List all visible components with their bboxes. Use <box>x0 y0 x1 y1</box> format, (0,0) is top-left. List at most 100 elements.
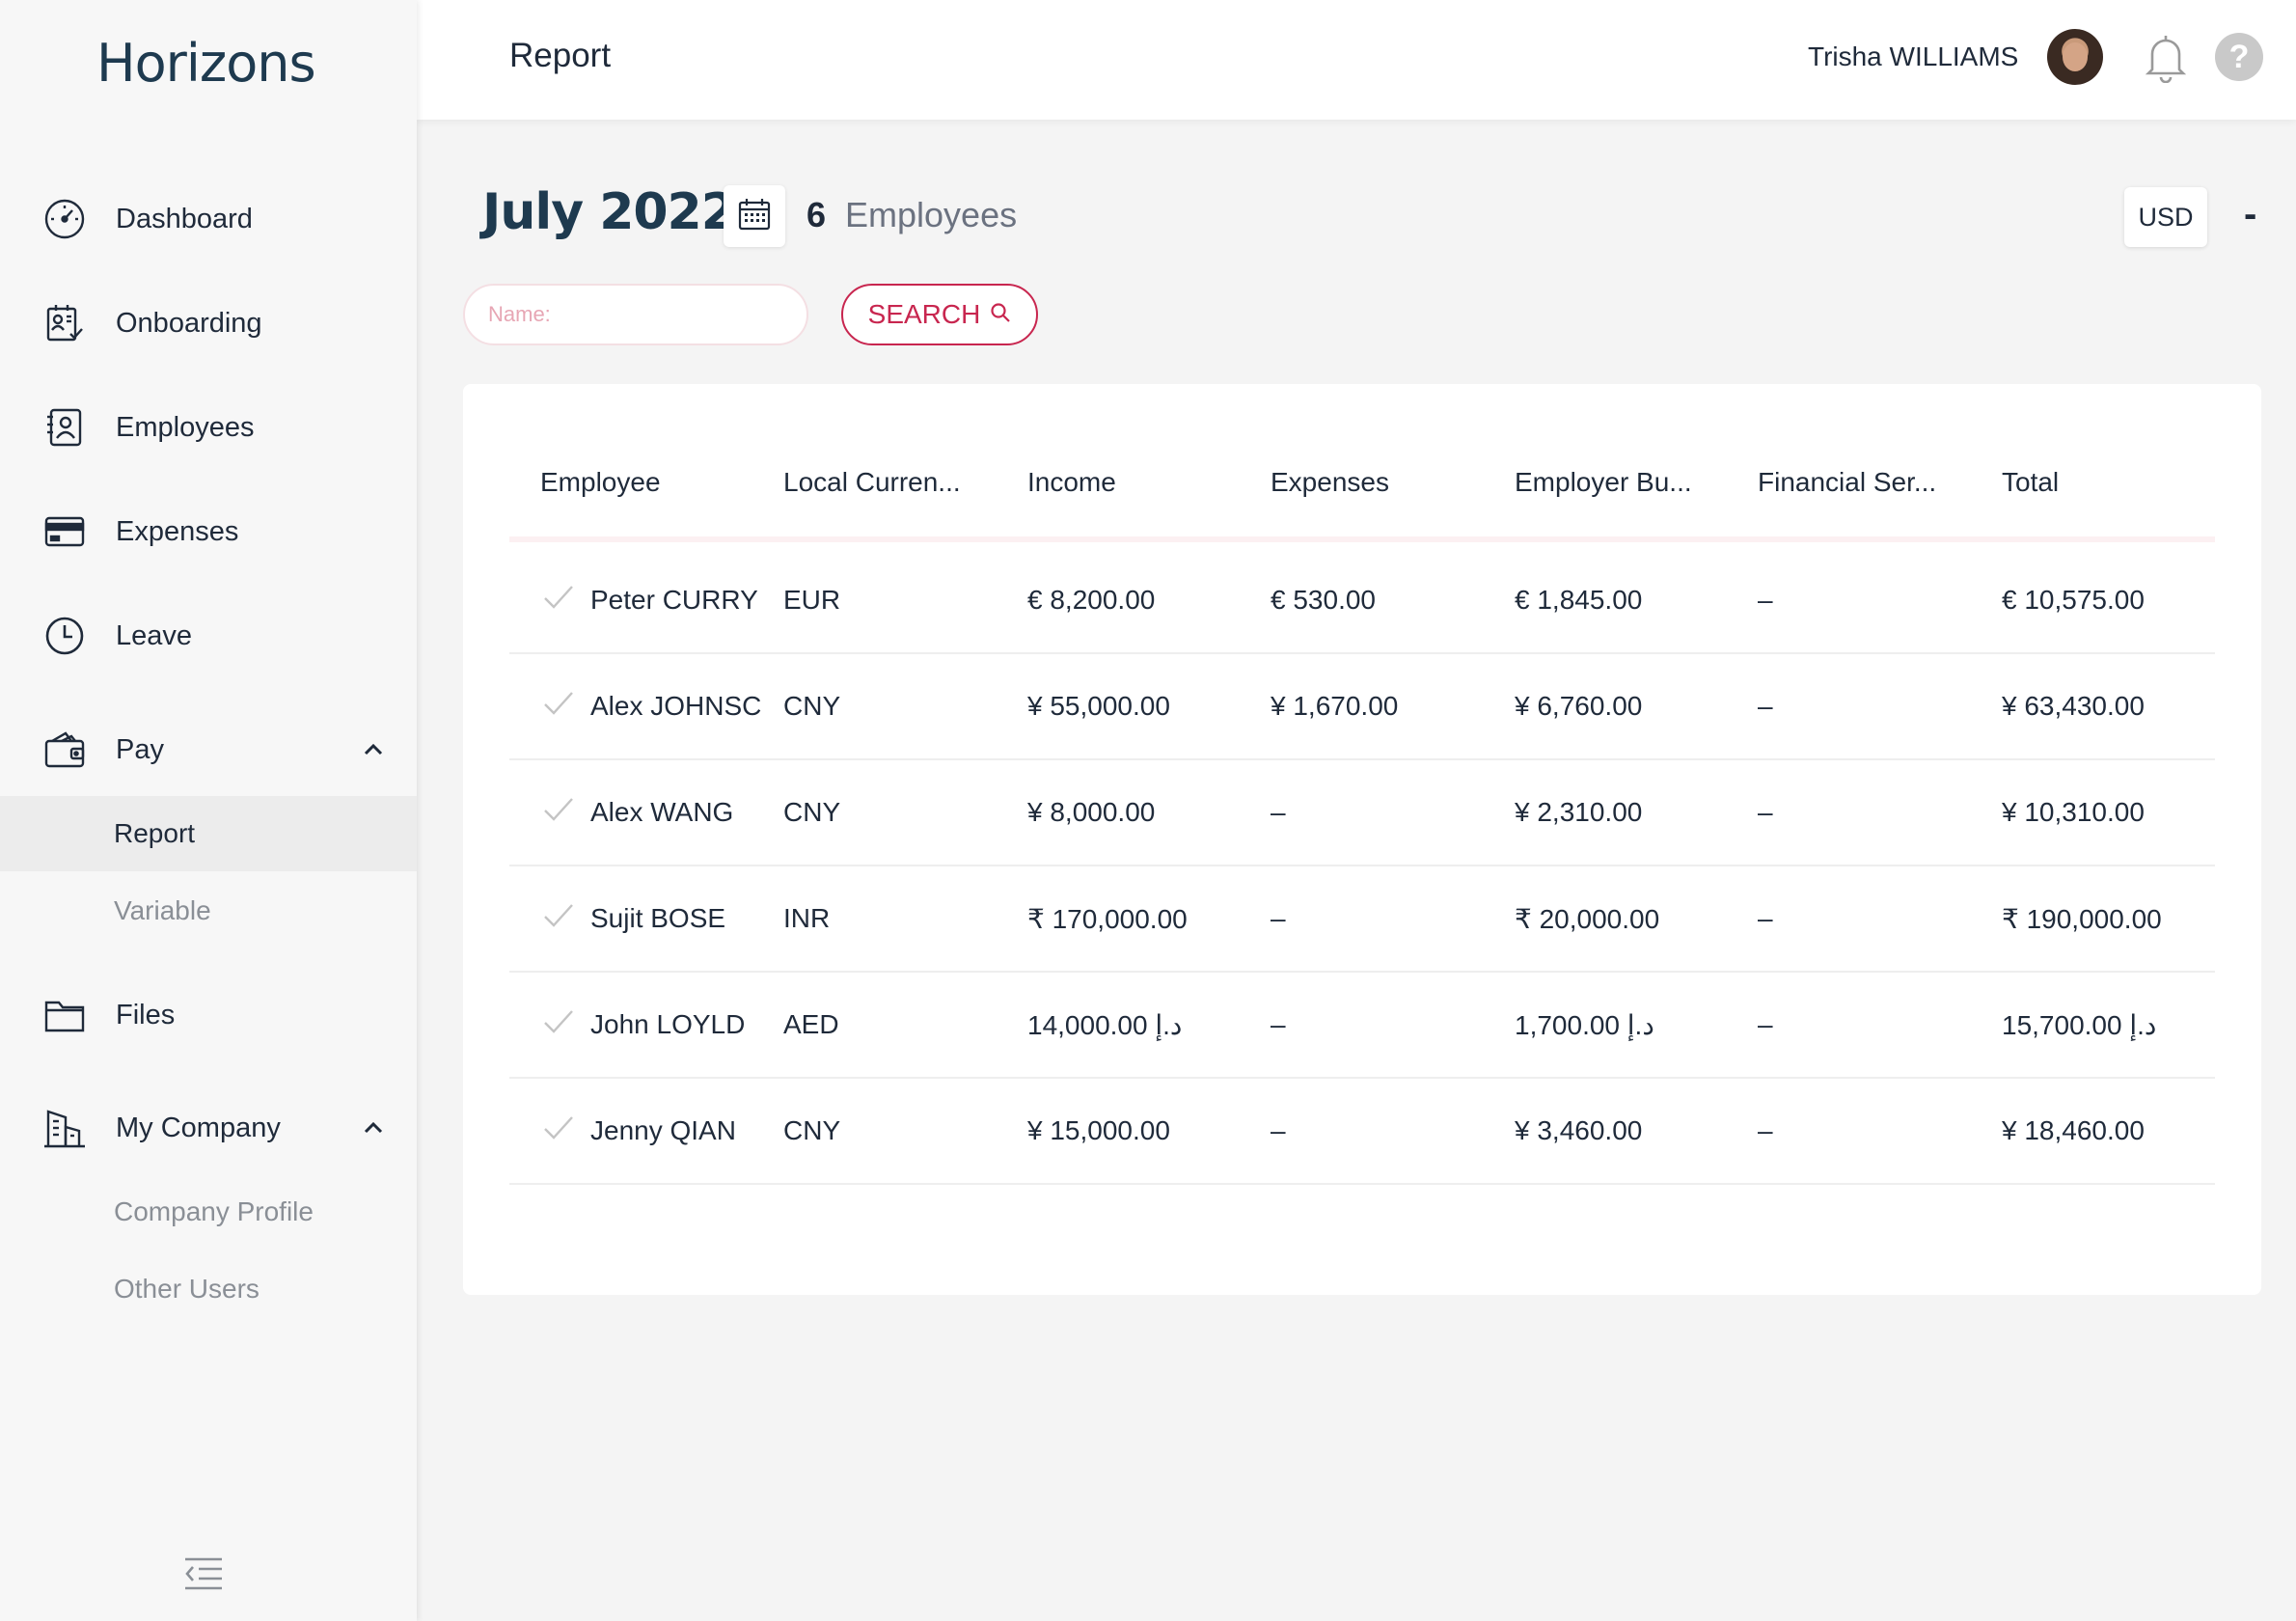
sidebar-subitem-other-users[interactable]: Other Users <box>0 1251 417 1327</box>
sidebar-item-employees[interactable]: Employees <box>0 384 417 471</box>
cell-total: ¥ 18,460.00 <box>2002 1115 2145 1145</box>
table-row[interactable]: Alex JOHNSC CNY ¥ 55,000.00 ¥ 1,670.00 ¥… <box>509 654 2215 760</box>
cell-financial-services: – <box>1758 797 1773 827</box>
cell-employee: John LOYLD <box>590 1009 746 1039</box>
search-button-label: SEARCH <box>867 299 981 329</box>
search-icon <box>990 299 1011 330</box>
sidebar-item-pay[interactable]: Pay <box>0 706 417 793</box>
sidebar-subitem-label: Company Profile <box>114 1196 314 1226</box>
sidebar-item-label: Onboarding <box>116 307 262 339</box>
logo-text: Horizons <box>96 33 316 94</box>
cell-total: ₹ 190,000.00 <box>2002 904 2162 934</box>
calendar-icon <box>737 197 772 236</box>
table-row[interactable]: Alex WANG CNY ¥ 8,000.00 – ¥ 2,310.00 – … <box>509 760 2215 866</box>
column-header-expenses[interactable]: Expenses <box>1271 467 1389 497</box>
column-header-employer-burden[interactable]: Employer Bu... <box>1515 467 1692 497</box>
clock-icon <box>42 614 87 658</box>
table-row[interactable]: Sujit BOSE INR ₹ 170,000.00 – ₹ 20,000.0… <box>509 866 2215 973</box>
cell-income: 14,000.00 د.إ <box>1027 1010 1183 1040</box>
cell-currency: CNY <box>783 797 841 827</box>
sidebar-item-label: Files <box>116 999 176 1030</box>
column-header-income[interactable]: Income <box>1027 467 1116 497</box>
sidebar-item-label: Expenses <box>116 515 239 547</box>
column-header-local-currency[interactable]: Local Curren... <box>783 467 961 497</box>
cell-currency: EUR <box>783 585 841 615</box>
sidebar-item-dashboard[interactable]: Dashboard <box>0 176 417 262</box>
sidebar-subitem-label: Report <box>114 818 196 848</box>
wallet-icon <box>42 728 87 772</box>
cell-employer-burden: € 1,845.00 <box>1515 585 1643 615</box>
cell-expenses: – <box>1271 1009 1286 1039</box>
currency-toggle[interactable]: - <box>2244 193 2257 235</box>
currency-selector[interactable]: USD <box>2124 187 2207 247</box>
sidebar-subitem-company-profile[interactable]: Company Profile <box>0 1174 417 1250</box>
onboarding-icon <box>42 301 87 345</box>
cell-expenses: – <box>1271 903 1286 933</box>
table-header: Employee Local Curren... Income Expenses… <box>509 446 2215 542</box>
employee-count-label: Employees <box>845 195 1018 234</box>
cell-total: 15,700.00 د.إ <box>2002 1010 2157 1040</box>
avatar[interactable] <box>2047 29 2103 85</box>
sidebar-item-onboarding[interactable]: Onboarding <box>0 280 417 367</box>
cell-financial-services: – <box>1758 691 1773 721</box>
sidebar-item-files[interactable]: Files <box>0 972 417 1058</box>
report-month-title: July 2022 <box>482 183 736 241</box>
cell-employee: Peter CURRY <box>590 585 758 615</box>
cell-employee: Sujit BOSE <box>590 903 726 933</box>
column-header-employee[interactable]: Employee <box>540 467 661 497</box>
column-header-total[interactable]: Total <box>2002 467 2060 497</box>
sidebar-subitem-report[interactable]: Report <box>0 796 417 871</box>
sidebar-item-label: Pay <box>116 733 164 765</box>
cell-income: ¥ 55,000.00 <box>1027 691 1170 721</box>
credit-card-icon <box>42 509 87 554</box>
help-glyph: ? <box>2228 38 2250 75</box>
cell-financial-services: – <box>1758 903 1773 933</box>
user-name[interactable]: Trisha WILLIAMS <box>1808 41 2019 71</box>
column-header-financial-services[interactable]: Financial Ser... <box>1758 467 1937 497</box>
sidebar-subitem-label: Variable <box>114 895 211 925</box>
cell-income: ₹ 170,000.00 <box>1027 904 1188 934</box>
check-icon <box>542 1113 575 1142</box>
cell-expenses: – <box>1271 797 1286 827</box>
calendar-button[interactable] <box>724 185 785 247</box>
cell-income: ¥ 8,000.00 <box>1027 797 1156 827</box>
sidebar-subitem-label: Other Users <box>114 1274 260 1304</box>
cell-financial-services: – <box>1758 585 1773 615</box>
cell-expenses: € 530.00 <box>1271 585 1376 615</box>
page-title: Report <box>509 37 612 74</box>
cell-total: ¥ 10,310.00 <box>2002 797 2145 827</box>
collapse-menu-icon[interactable] <box>181 1555 226 1594</box>
cell-financial-services: – <box>1758 1009 1773 1039</box>
sidebar-item-my-company[interactable]: My Company <box>0 1085 417 1171</box>
cell-employer-burden: ¥ 2,310.00 <box>1515 797 1643 827</box>
search-button[interactable]: SEARCH <box>841 284 1038 345</box>
name-search-input[interactable] <box>463 284 808 345</box>
cell-employer-burden: ¥ 6,760.00 <box>1515 691 1643 721</box>
horizons-logo[interactable]: Horizons <box>96 33 316 94</box>
sidebar-item-label: My Company <box>116 1112 281 1143</box>
cell-total: € 10,575.00 <box>2002 585 2145 615</box>
cell-expenses: ¥ 1,670.00 <box>1271 691 1399 721</box>
table-row[interactable]: John LOYLD AED 14,000.00 د.إ – 1,700.00 … <box>509 973 2215 1079</box>
table-row[interactable]: Jenny QIAN CNY ¥ 15,000.00 – ¥ 3,460.00 … <box>509 1079 2215 1185</box>
chevron-up-icon[interactable] <box>359 1113 388 1142</box>
sidebar-item-leave[interactable]: Leave <box>0 592 417 679</box>
cell-employee: Alex JOHNSC <box>590 691 762 721</box>
cell-currency: AED <box>783 1009 839 1039</box>
sidebar-item-label: Leave <box>116 619 193 651</box>
chevron-up-icon[interactable] <box>359 735 388 764</box>
cell-employer-burden: ₹ 20,000.00 <box>1515 904 1660 934</box>
cell-employee: Alex WANG <box>590 797 734 827</box>
cell-currency: INR <box>783 903 831 933</box>
sidebar-item-expenses[interactable]: Expenses <box>0 488 417 575</box>
top-bar: Report Trisha WILLIAMS ? <box>417 0 2296 120</box>
cell-total: ¥ 63,430.00 <box>2002 691 2145 721</box>
sidebar-subitem-variable[interactable]: Variable <box>0 873 417 948</box>
table-row[interactable]: Peter CURRY EUR € 8,200.00 € 530.00 € 1,… <box>509 548 2215 654</box>
cell-income: € 8,200.00 <box>1027 585 1156 615</box>
bell-icon[interactable] <box>2142 31 2190 84</box>
sidebar: Horizons Dashboard Onboarding Employees … <box>0 0 417 1621</box>
check-icon <box>542 1007 575 1036</box>
check-icon <box>542 795 575 824</box>
help-icon[interactable]: ? <box>2215 33 2263 81</box>
